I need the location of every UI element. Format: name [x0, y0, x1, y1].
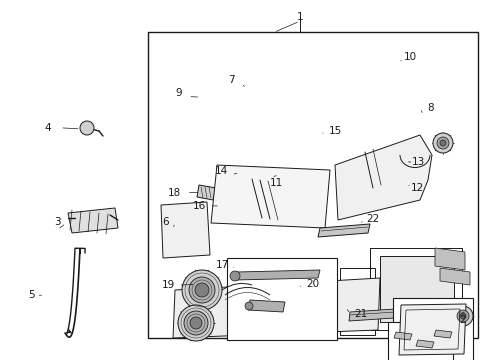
- Bar: [387, 322, 452, 360]
- Text: 16: 16: [192, 201, 206, 211]
- Circle shape: [432, 133, 452, 153]
- Circle shape: [436, 137, 448, 149]
- Text: 11: 11: [269, 178, 283, 188]
- Text: 8: 8: [426, 103, 433, 113]
- Circle shape: [452, 306, 472, 326]
- Polygon shape: [247, 300, 285, 312]
- Text: 1: 1: [296, 12, 303, 22]
- Polygon shape: [68, 208, 118, 233]
- Circle shape: [178, 305, 214, 341]
- Polygon shape: [161, 202, 209, 258]
- Polygon shape: [197, 185, 216, 200]
- Circle shape: [459, 313, 465, 319]
- Text: 5: 5: [28, 290, 35, 300]
- Bar: [148, 32, 477, 338]
- Circle shape: [80, 121, 94, 135]
- Circle shape: [183, 311, 207, 335]
- Text: 20: 20: [306, 279, 319, 289]
- Polygon shape: [415, 340, 433, 348]
- Polygon shape: [434, 248, 464, 270]
- Text: 6: 6: [162, 217, 168, 228]
- Circle shape: [182, 270, 222, 310]
- Polygon shape: [439, 268, 469, 285]
- Text: 19: 19: [162, 280, 175, 290]
- Text: 10: 10: [404, 52, 416, 62]
- Polygon shape: [398, 304, 465, 355]
- Text: 2: 2: [458, 315, 465, 325]
- Polygon shape: [173, 278, 379, 338]
- Text: 21: 21: [353, 309, 366, 319]
- Text: 15: 15: [327, 126, 341, 136]
- Circle shape: [244, 302, 252, 310]
- Circle shape: [456, 310, 468, 322]
- Text: 18: 18: [167, 188, 181, 198]
- Circle shape: [229, 271, 240, 281]
- Circle shape: [190, 317, 202, 329]
- Text: 22: 22: [365, 214, 379, 224]
- Bar: [226, 258, 336, 340]
- Polygon shape: [393, 332, 411, 340]
- Circle shape: [439, 140, 445, 146]
- Polygon shape: [235, 270, 319, 280]
- Polygon shape: [379, 256, 453, 322]
- Text: 12: 12: [409, 183, 423, 193]
- Text: 3: 3: [54, 217, 61, 228]
- Text: 17: 17: [215, 260, 229, 270]
- Polygon shape: [210, 165, 329, 228]
- Text: 4: 4: [44, 123, 51, 133]
- Circle shape: [189, 277, 215, 303]
- Polygon shape: [317, 224, 369, 237]
- Text: 7: 7: [227, 75, 234, 85]
- Text: 14: 14: [214, 166, 228, 176]
- Polygon shape: [433, 330, 451, 338]
- Bar: [392, 298, 472, 360]
- Polygon shape: [348, 308, 409, 321]
- Circle shape: [195, 283, 208, 297]
- Polygon shape: [334, 135, 431, 220]
- Text: 13: 13: [410, 157, 424, 167]
- Text: 9: 9: [175, 88, 182, 98]
